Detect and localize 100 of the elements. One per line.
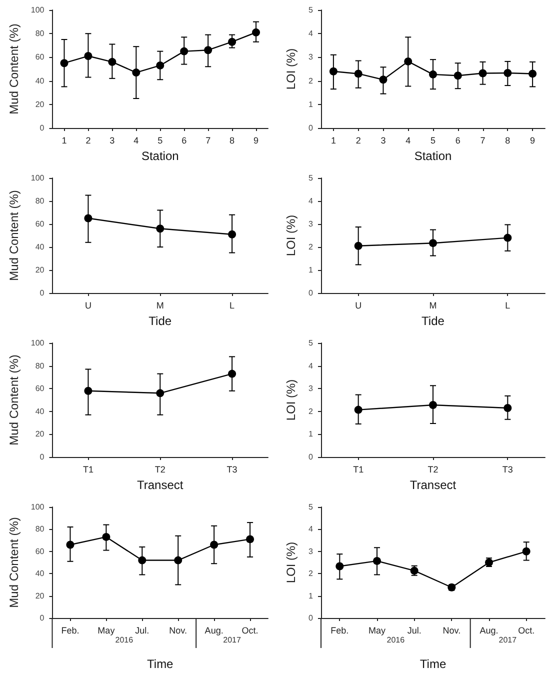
y-tick-label: 3 [308,52,314,62]
y-tick-label: 40 [35,406,45,416]
point [336,562,344,570]
x-tick-label: 5 [158,136,163,146]
x-axis-title: Station [414,149,452,163]
x-tick-label: Jul. [407,626,422,636]
x-tick-label: T3 [226,464,238,474]
point [204,46,212,54]
point [108,58,116,66]
point [210,540,218,549]
y-tick-label: 0 [40,124,45,132]
y-tick-label: 20 [35,266,45,274]
text: 2017 [498,636,518,644]
y-tick-label: 3 [308,220,314,228]
point [228,370,236,378]
y-tick-label: 2 [308,76,314,86]
y-tick-label: 5 [308,338,314,348]
x-tick-label: M [156,300,164,310]
x-axis-title: Station [141,149,179,163]
y-tick-label: 40 [35,242,45,252]
x-tick-label: 9 [530,136,536,146]
y-axis-title: Mud Content (%) [7,354,21,446]
y-tick-label: 20 [35,591,45,600]
y-tick-label: 100 [30,174,45,182]
point [504,69,512,78]
x-axis-title: Time [420,657,446,671]
x-tick-label: 1 [330,136,336,146]
x-tick-label: Feb. [330,626,349,636]
point [429,70,437,78]
point [246,535,254,544]
point [102,532,110,541]
x-tick-label: 4 [406,136,411,146]
y-tick-label: 20 [35,100,45,109]
y-tick-label: 4 [308,196,314,206]
y-axis-title: Mud Content (%) [7,24,21,114]
point [174,556,182,564]
y-tick-label: 2 [308,569,314,578]
y-tick-label: 0 [308,614,314,622]
y-axis-title: LOI (%) [284,48,298,90]
y-axis-title: Mud Content (%) [7,190,21,281]
y-axis-title: LOI (%) [284,379,298,421]
y-tick-label: 1 [308,266,314,274]
y-tick-label: 20 [35,430,45,439]
x-tick-label: 5 [430,136,436,146]
x-tick-label: L [230,300,235,310]
point [373,556,381,565]
x-tick-label: 2 [356,136,361,146]
x-tick-label: Feb. [61,626,80,636]
point [156,224,164,233]
y-tick-label: 5 [308,6,314,14]
x-tick-label: May [368,626,386,636]
point [228,230,236,238]
x-tick-label: U [84,300,92,310]
x-tick-label: Oct. [518,626,535,636]
point [180,47,188,56]
point [354,242,362,250]
x-tick-label: Aug. [480,626,498,636]
x-tick-label: Aug. [204,626,224,636]
x-tick-label: Nov. [442,626,461,636]
y-tick-label: 4 [308,524,314,534]
y-tick-label: 80 [35,524,45,534]
point [84,386,92,395]
y-tick-label: 80 [35,29,45,38]
x-tick-label: Oct. [242,626,258,636]
x-tick-label: May [98,626,116,636]
x-tick-label: 4 [134,136,139,146]
y-tick-label: 1 [308,591,314,600]
y-tick-label: 60 [35,384,45,394]
y-tick-label: 3 [308,384,314,394]
y-tick-label: 0 [308,452,314,462]
point [354,70,362,78]
point [60,59,68,68]
x-axis-title: Tide [148,314,172,328]
x-tick-label: 8 [230,136,235,146]
y-axis-title: Mud Content (%) [7,517,21,608]
point [429,239,437,248]
y-tick-label: 0 [308,288,314,298]
x-tick-label: 3 [110,136,115,146]
x-tick-label: 1 [62,136,67,146]
y-tick-label: 2 [308,406,314,416]
point [132,68,140,77]
point [138,556,146,564]
x-tick-label: 7 [480,136,486,146]
text: 2016 [386,636,406,644]
point [522,547,530,556]
point [528,70,537,78]
x-tick-label: 6 [182,136,187,146]
point [252,28,260,36]
x-tick-label: Nov. [169,626,188,636]
y-tick-label: 80 [35,196,45,206]
x-tick-label: 2 [86,136,91,146]
x-tick-label: 8 [505,136,510,146]
y-tick-label: 60 [35,546,45,556]
text: 2016 [115,636,134,644]
y-tick-label: 4 [308,29,314,38]
y-tick-label: 100 [30,502,45,512]
x-tick-label: T1 [82,464,94,474]
point [156,61,164,70]
x-tick-label: 7 [206,136,211,146]
point [329,67,338,76]
